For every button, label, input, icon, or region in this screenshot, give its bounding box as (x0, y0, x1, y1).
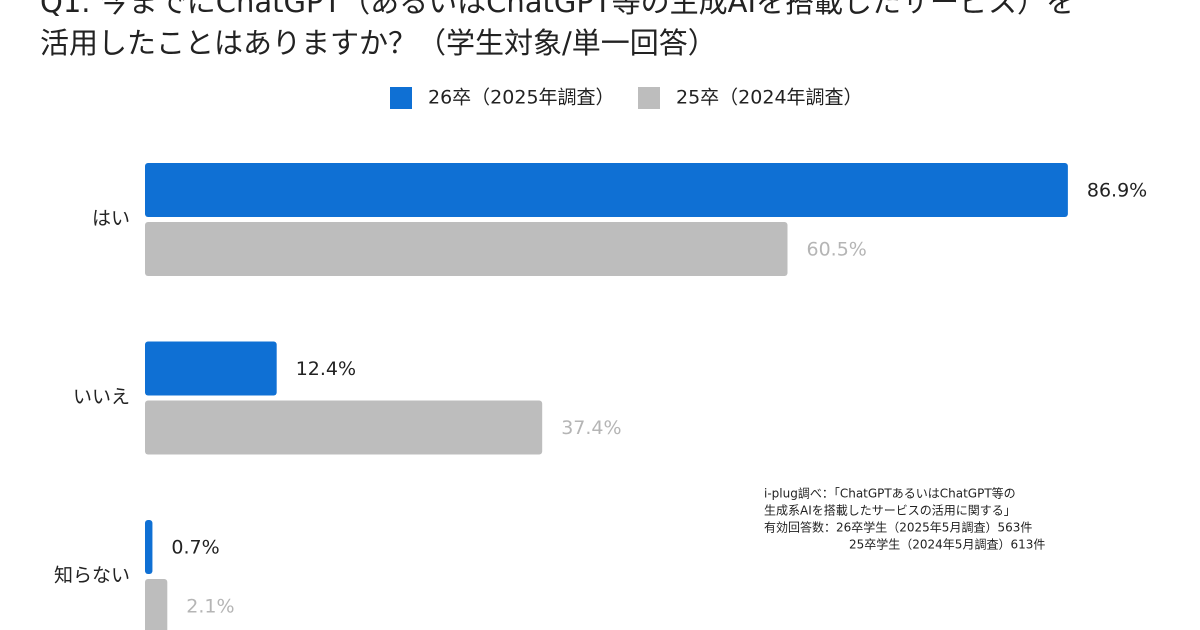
value-label: 2.1% (186, 596, 234, 618)
y-tick-label: はい (92, 208, 130, 230)
legend-swatch (390, 87, 412, 109)
note: 生成系AIを搭載したサービスの活用に関する」 (764, 504, 1016, 518)
legend-swatch (638, 87, 660, 109)
y-tick-label: 知らない (54, 565, 130, 587)
chart-title: Q1. 今までにChatGPT（あるいはChatGPT等の生成AIを搭載したサー… (40, 0, 1075, 19)
bar (145, 579, 168, 630)
bar (145, 341, 277, 396)
legend-label: 25卒（2024年調査） (676, 87, 863, 109)
bar (145, 163, 1068, 217)
note: 有効回答数：26卒学生（2025年5月調査）563件 (764, 520, 1032, 535)
value-label: 37.4% (561, 417, 621, 439)
value-label: 12.4% (296, 358, 356, 380)
bar (145, 400, 543, 455)
legend-label: 26卒（2025年調査） (428, 87, 615, 109)
bar (145, 520, 153, 574)
y-tick-label: いいえ (73, 386, 130, 408)
chart-title: 活用したことはありますか？（学生対象/単一回答） (40, 26, 717, 60)
note: i-plug調べ：「ChatGPTあるいはChatGPT等の (764, 487, 1016, 501)
bar (145, 222, 788, 276)
value-label: 86.9% (1087, 180, 1147, 202)
value-label: 0.7% (171, 537, 219, 559)
value-label: 60.5% (807, 239, 867, 261)
note: 25卒学生（2024年5月調査）613件 (849, 537, 1045, 552)
